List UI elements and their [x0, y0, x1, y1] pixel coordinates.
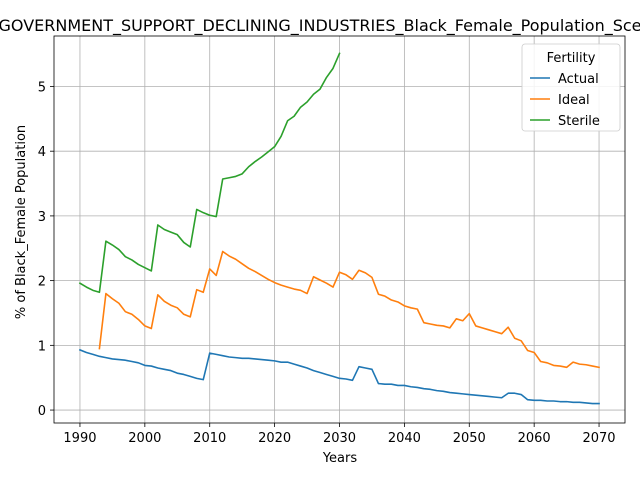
x-tick-label: 1990 — [63, 431, 96, 446]
y-tick-label: 0 — [38, 404, 46, 419]
series-lines — [78, 52, 600, 405]
x-tick-label: 2050 — [453, 431, 486, 446]
series-line-ideal — [98, 250, 600, 369]
legend-label-sterile: Sterile — [558, 114, 600, 129]
legend-box — [521, 43, 621, 132]
plot-frame — [53, 35, 626, 424]
y-tick-label: 2 — [38, 275, 46, 290]
y-tick-label: 1 — [38, 339, 46, 354]
series-line-sterile — [78, 52, 341, 294]
chart-title: GOVERNMENT_SUPPORT_DECLINING_INDUSTRIES_… — [0, 16, 640, 36]
legend: Fertility Actual Ideal Sterile — [521, 43, 621, 132]
legend-label-ideal: Ideal — [558, 93, 590, 108]
x-tick-label: 2040 — [388, 431, 421, 446]
legend-label-actual: Actual — [558, 72, 599, 87]
legend-items: Actual Ideal Sterile — [530, 72, 600, 129]
x-tick-label: 2000 — [128, 431, 161, 446]
x-tick-label: 2010 — [193, 431, 226, 446]
series-line-actual — [78, 348, 600, 405]
x-tick-label: 2020 — [258, 431, 291, 446]
x-axis-label: Years — [322, 451, 358, 466]
legend-title: Fertility — [547, 51, 596, 66]
axis-ticks: 1990 2000 2010 2020 2030 2040 2050 2060 2070 0 1 2 3… — [38, 80, 616, 446]
y-tick-label: 5 — [38, 80, 46, 95]
x-tick-label: 2070 — [582, 431, 615, 446]
y-tick-label: 4 — [38, 145, 46, 160]
x-tick-label: 2030 — [323, 431, 356, 446]
x-tick-label: 2060 — [518, 431, 551, 446]
y-tick-label: 3 — [38, 210, 46, 225]
y-axis-label: % of Black_Female Population — [14, 125, 29, 319]
